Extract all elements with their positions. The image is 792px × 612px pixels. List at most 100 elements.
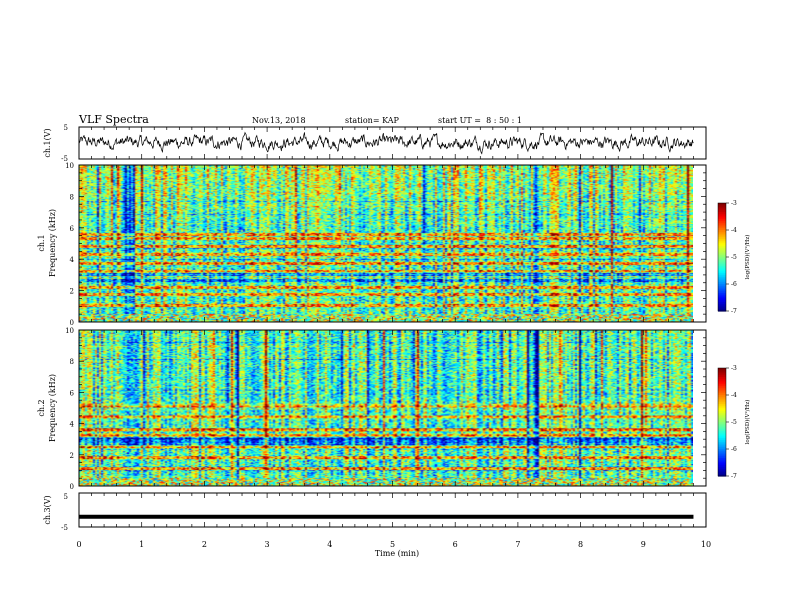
colorbar-segment bbox=[718, 443, 726, 446]
time-tick-label: 0 bbox=[76, 540, 81, 549]
colorbar-segment bbox=[718, 235, 726, 238]
colorbar-segment bbox=[718, 240, 726, 244]
colorbar-segment bbox=[718, 249, 726, 253]
ch2-spectrogram-yticks: 0 2 4 6 8 10 bbox=[65, 327, 706, 491]
time-tick-label: 6 bbox=[453, 540, 458, 549]
colorbar-segment bbox=[718, 445, 726, 448]
colorbar-segment bbox=[718, 380, 726, 383]
colorbar-segment bbox=[718, 413, 726, 416]
ch1-waveform-line bbox=[78, 131, 694, 155]
colorbar-segment bbox=[718, 258, 726, 262]
freq-tick-label: 2 bbox=[70, 452, 74, 460]
colorbar-segment bbox=[718, 230, 726, 233]
colorbar-segment bbox=[718, 449, 726, 452]
colorbar-segment bbox=[718, 289, 726, 292]
colorbar-segment bbox=[718, 305, 726, 308]
colorbar-segment bbox=[718, 298, 726, 301]
colorbar-segment bbox=[718, 302, 726, 305]
colorbar-segment bbox=[718, 293, 726, 296]
ch2-spectrogram-image bbox=[79, 330, 693, 486]
colorbar-segment bbox=[718, 375, 726, 378]
figure-title: VLF Spectra bbox=[78, 113, 149, 126]
colorbar-segment bbox=[718, 459, 726, 463]
colorbar-segment bbox=[718, 393, 726, 396]
ch1-colorbar: -3 -4 -5 -6 -7 log(PSD)(V²/Hz) bbox=[717, 200, 751, 315]
colorbar-segment bbox=[718, 474, 726, 477]
colorbar-segment bbox=[718, 226, 726, 229]
colorbar-segment bbox=[718, 296, 726, 299]
colorbar-segment bbox=[718, 373, 726, 376]
colorbar-segment bbox=[718, 470, 726, 473]
colorbar-label: log(PSD)(V²/Hz) bbox=[744, 400, 751, 445]
colorbar-segment bbox=[718, 452, 726, 455]
colorbar-segment bbox=[718, 213, 726, 217]
colorbar-segment bbox=[718, 300, 726, 303]
colorbar-segment bbox=[718, 461, 726, 464]
colorbar-segment bbox=[718, 405, 726, 409]
colorbar-segment bbox=[718, 429, 726, 432]
colorbar-tick-label: -4 bbox=[731, 392, 737, 399]
colorbar-segment bbox=[718, 219, 726, 222]
colorbar-segment bbox=[718, 395, 726, 398]
freq-tick-label: 2 bbox=[70, 288, 74, 296]
colorbar-segment bbox=[718, 440, 726, 443]
colorbar-segment bbox=[718, 280, 726, 283]
colorbar-segment bbox=[718, 208, 726, 211]
ch1-spectrogram-panel: 0 2 4 6 8 10 ch.1 Frequency (kHz) -3 -4 -5 -6 -7 l… bbox=[37, 162, 751, 327]
colorbar-segment bbox=[718, 384, 726, 387]
colorbar-segment bbox=[718, 231, 726, 235]
freq-tick-label: 4 bbox=[70, 421, 75, 429]
colorbar-segment bbox=[718, 468, 726, 472]
time-tick-label: 4 bbox=[327, 540, 332, 549]
freq-tick-label: 10 bbox=[65, 162, 74, 170]
ch2-spectrogram-panel-label: ch.2 bbox=[37, 399, 46, 416]
colorbar-segment bbox=[718, 224, 726, 227]
colorbar-segment bbox=[718, 221, 726, 224]
ch1-waveform-panel: 5 -5 ch.1(V) bbox=[43, 124, 707, 163]
ch3-ylabel: ch.3(V) bbox=[43, 495, 52, 524]
colorbar-segment bbox=[718, 463, 726, 466]
freq-tick-label: 0 bbox=[70, 319, 74, 327]
colorbar-segment bbox=[718, 222, 726, 226]
colorbar-segment bbox=[718, 239, 726, 242]
ch1-spectrogram-ylabel: Frequency (kHz) bbox=[48, 209, 57, 277]
colorbar-segment bbox=[718, 409, 726, 412]
colorbar-segment bbox=[718, 402, 726, 405]
colorbar-tick-label: -6 bbox=[731, 281, 737, 288]
colorbar-segment bbox=[718, 422, 726, 425]
colorbar-segment bbox=[718, 282, 726, 285]
colorbar-segment bbox=[718, 269, 726, 272]
colorbar-segment bbox=[718, 217, 726, 220]
colorbar-segment bbox=[718, 465, 726, 468]
colorbar-segment bbox=[718, 246, 726, 249]
time-tick-label: 7 bbox=[515, 540, 520, 549]
colorbar-segment bbox=[718, 212, 726, 215]
ch1-ylabel: ch.1(V) bbox=[43, 128, 52, 157]
freq-tick-label: 6 bbox=[70, 389, 75, 397]
ch3-waveform-frame bbox=[78, 492, 707, 528]
colorbar-segment bbox=[718, 434, 726, 437]
ch1-ytick-top: 5 bbox=[64, 124, 68, 132]
colorbar-segment bbox=[718, 278, 726, 281]
ch3-waveform-plot bbox=[79, 492, 706, 528]
colorbar-segment bbox=[718, 423, 726, 427]
time-tick-label: 8 bbox=[578, 540, 583, 549]
colorbar-segment bbox=[718, 431, 726, 434]
colorbar-segment bbox=[718, 307, 726, 310]
start-time-label: start UT = 8 : 50 : 1 bbox=[438, 116, 522, 125]
freq-tick-label: 4 bbox=[70, 256, 75, 264]
ch1-ytick-bottom: -5 bbox=[61, 155, 68, 163]
colorbar-segment bbox=[718, 450, 726, 454]
colorbar-segment bbox=[718, 404, 726, 407]
colorbar-segment bbox=[718, 378, 726, 382]
colorbar-segment bbox=[718, 369, 726, 373]
colorbar-label: log(PSD)(V²/Hz) bbox=[744, 235, 751, 280]
colorbar-segment bbox=[718, 456, 726, 459]
colorbar-tick-label: -4 bbox=[731, 227, 737, 234]
colorbar-tick-label: -3 bbox=[731, 200, 737, 207]
colorbar-segment bbox=[718, 400, 726, 403]
colorbar-segment bbox=[718, 447, 726, 450]
freq-tick-label: 10 bbox=[65, 327, 74, 335]
freq-tick-label: 8 bbox=[70, 193, 74, 201]
